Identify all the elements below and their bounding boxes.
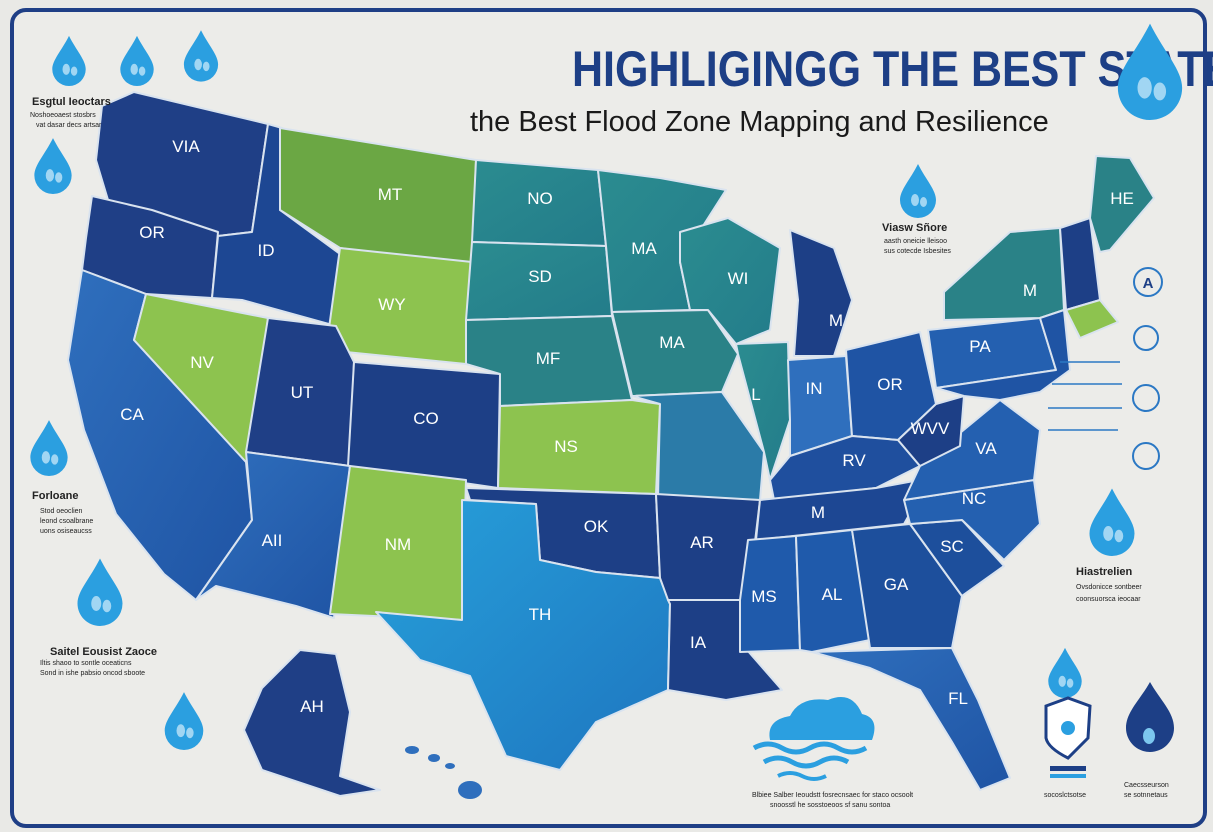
wave-icon [1132,384,1160,412]
water-drop-icon [900,164,936,218]
state-label-nd: NO [527,189,553,208]
state-tx [375,499,671,771]
bar-icon [1050,766,1086,771]
water-drop-icon [183,30,219,82]
legend-right-lower-heading: Hiastrelien [1076,566,1133,578]
state-or [81,195,219,299]
water-drop-icon [1126,682,1174,752]
state-al [795,529,871,653]
water-drop-icon [1048,647,1082,698]
state-label-in: IN [806,379,823,398]
legend-mid-left-heading: Forloane [32,490,79,502]
state-label-mn: MA [631,239,657,258]
state-wv [897,395,965,467]
legend-bottom-left-line: Sond in ishe pabsio oncod sboote [40,670,146,677]
info-a-icon [1133,267,1163,297]
state-label-ga: GA [884,575,909,594]
legend-right-lower-line: coonsuorsca ieocaar [1076,596,1141,603]
legend-bottom-right-b: Caecsseurson [1124,782,1169,789]
state-label-ar: AR [690,533,714,552]
legend-bottom-left-line: Iltis shaoo to sontle oceaticns [40,660,132,667]
state-label-wv: WVV [911,419,950,438]
state-label-ky: RV [842,451,866,470]
state-ks [497,399,661,495]
state-label-tn: M [811,503,825,522]
state-label-wi: WI [728,269,749,288]
state-label-sd: SD [528,267,552,286]
state-label-id: ID [258,241,275,260]
state-label-ia: MA [659,333,685,352]
water-drop-icon [1117,23,1183,120]
state-label-ok: OK [584,517,609,536]
water-drop-icon [77,558,123,626]
state-label-sc: SC [940,537,964,556]
state-label-nm: NM [385,535,411,554]
state-label-va: VA [975,439,997,458]
state-label-ks: NS [554,437,578,456]
legend-bottom-center-line: snoosstl he sosstoeoos sf sanu sontoa [770,802,891,809]
state-ct-ri [1065,299,1119,339]
state-label-pa: PA [969,337,991,356]
state-nj-md [935,309,1071,401]
state-label-wy: WY [378,295,405,314]
arrow-icon [1048,361,1122,431]
state-label-il: L [751,385,760,404]
water-drop-icon [30,420,68,476]
state-label-ca: CA [120,405,144,424]
water-drop-icon [120,35,154,86]
water-drop-icon [164,692,204,750]
state-label-az: AII [262,531,283,550]
map-subtitle: the Best Flood Zone Mapping and Resilien… [470,106,1049,138]
state-label-tx: TH [529,605,552,624]
state-label-ak: AH [300,697,324,716]
state-ak [243,649,381,797]
state-label-wa: VIA [172,137,200,156]
state-label-or: OR [139,223,165,242]
storm-icon [1132,442,1160,470]
legend-mid-left-line: leond csoalbrane [40,518,94,525]
state-label-ms: MS [751,587,777,606]
state-label-fl: FL [948,689,968,708]
water-drop-icon [52,35,86,86]
state-me [1089,155,1155,253]
legend-mid-left-line: uons osiseaucss [40,528,92,535]
legend-bottom-left-heading: Saitel Eousist Zaoce [50,646,157,658]
state-ga [851,523,963,649]
state-label-nv: NV [190,353,214,372]
state-label-co: CO [413,409,439,428]
hawaii-islands [405,746,482,799]
state-label-nc: NC [962,489,987,508]
legend-bottom-right-a: socoslctsotse [1044,792,1087,799]
state-label-la: IA [690,633,707,652]
state-label-ny: M [1023,281,1037,300]
legend-right-upper-line: sus cotecde Isbesites [884,248,951,255]
state-ms [739,535,801,653]
flood-cloud-icon [752,697,875,781]
state-label-al: AL [822,585,843,604]
legend-right-upper-line: aasth oneicie lleisoo [884,238,948,245]
state-label-oh: OR [877,375,903,394]
legend-top-left-line: Noshoeoaest stosbrs [30,112,96,119]
state-va [903,399,1041,501]
legend-right-lower-line: Ovsdonicce sontbeer [1076,584,1142,591]
state-label-ne: MF [536,349,561,368]
svg-text:A: A [1143,275,1154,292]
map-title: HIGHLIGINGG THE BEST STATE [572,41,1213,97]
state-label-mt: MT [378,185,403,204]
legend-bottom-center-line: Blbiee Salber Ieoudstt fosrecnsaec for s… [752,792,914,799]
state-label-me: HE [1110,189,1134,208]
water-drop-icon [1089,488,1135,556]
wind-icon [1133,325,1159,351]
legend-right-upper-heading: Viasw Sñore [882,222,948,234]
legend-bottom-right-b2: se sotnnetaus [1124,792,1168,799]
legend-top-left-heading: Esgtul Ieoctars [32,96,111,108]
legend-top-left-line: vat dasar decs artsar [36,122,102,129]
legend-mid-left-line: Stod oeoclien [40,508,83,515]
water-drop-icon [34,138,72,194]
state-label-mi: M [829,311,843,330]
state-fl [811,647,1011,791]
state-label-ut: UT [291,383,314,402]
